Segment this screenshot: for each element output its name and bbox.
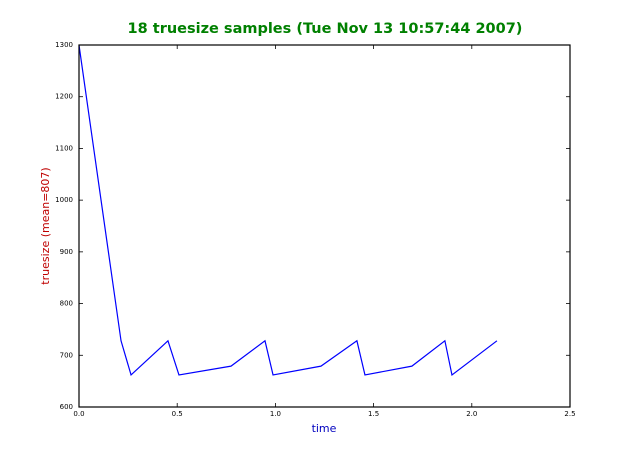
chart-title: 18 truesize samples (Tue Nov 13 10:57:44… — [128, 21, 523, 37]
x-tick-label: 1.0 — [270, 410, 281, 418]
y-tick-label: 600 — [60, 403, 73, 411]
y-tick-label: 1200 — [55, 93, 73, 101]
plot-frame — [78, 44, 571, 408]
x-tick-label: 0.5 — [172, 410, 183, 418]
y-tick-label: 1000 — [55, 196, 73, 204]
x-axis-label: time — [312, 422, 337, 435]
x-tick-label: 1.5 — [368, 410, 379, 418]
y-tick-label: 700 — [60, 351, 73, 359]
x-tick-label: 0.0 — [73, 410, 84, 418]
x-tick-label: 2.5 — [564, 410, 575, 418]
y-tick-label: 800 — [60, 300, 73, 308]
data-line — [78, 44, 498, 377]
y-axis-label: truesize (mean=807) — [39, 167, 52, 284]
y-tick-label: 1300 — [55, 41, 73, 49]
x-tick-label: 2.0 — [466, 410, 477, 418]
y-tick-label: 1100 — [55, 144, 73, 152]
y-tick-label: 900 — [60, 248, 73, 256]
